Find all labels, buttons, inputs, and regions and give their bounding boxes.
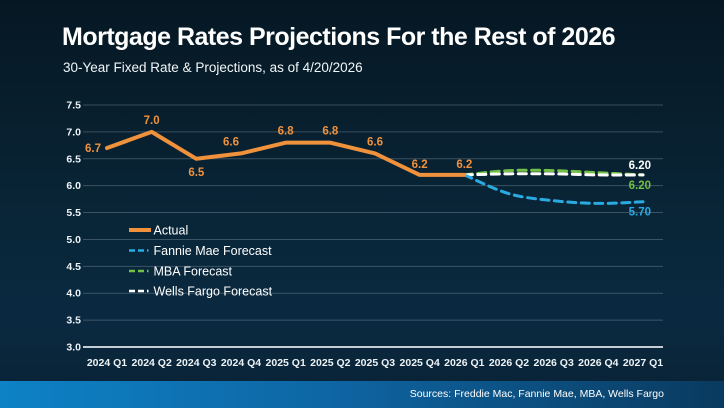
- legend-label-fannie-mae-forecast: Fannie Mae Forecast: [154, 244, 273, 258]
- y-tick-label: 6.0: [66, 180, 81, 192]
- point-label: 6.2: [412, 159, 428, 171]
- x-tick-label: 2024 Q2: [132, 357, 172, 369]
- legend-label-wells-fargo-forecast: Wells Fargo Forecast: [154, 285, 273, 299]
- point-label: 6.7: [85, 143, 101, 155]
- x-tick-label: 2025 Q2: [310, 357, 350, 369]
- point-labels: 6.7 7.0 6.5 6.6 6.8 6.8 6.6 6.2 6.2: [85, 115, 472, 179]
- point-label: 6.6: [367, 136, 383, 148]
- y-tick-label: 3.5: [66, 315, 81, 327]
- series-line-mba-forecast: [462, 168, 645, 177]
- y-tick-label: 7.5: [66, 100, 81, 112]
- series-line-wells-fargo-forecast: [462, 172, 645, 177]
- legend-label-mba-forecast: MBA Forecast: [154, 265, 233, 279]
- end-label-wells-fargo-forecast: 6.20: [629, 160, 651, 172]
- page-subtitle: 30-Year Fixed Rate & Projections, as of …: [63, 59, 363, 75]
- y-tick-label: 4.0: [66, 288, 81, 300]
- legend: Actual Fannie Mae Forecast MBA Forecast Wel…: [129, 224, 273, 299]
- x-axis-labels: 2024 Q1 2024 Q2 2024 Q3 2024 Q4 2025 Q1 2025 …: [87, 357, 663, 369]
- point-label: 6.8: [322, 126, 339, 138]
- y-tick-label: 5.5: [66, 207, 81, 219]
- y-tick-label: 3.0: [66, 342, 81, 354]
- end-labels: 5.70 6.20 6.20: [629, 160, 651, 218]
- page-title: Mortgage Rates Projections For the Rest …: [62, 23, 616, 51]
- x-tick-label: 2025 Q1: [266, 357, 306, 369]
- y-tick-label: 7.0: [66, 126, 81, 138]
- y-tick-label: 5.0: [66, 234, 81, 246]
- end-label-fannie-mae-forecast: 5.70: [629, 206, 651, 218]
- point-label: 6.8: [278, 126, 295, 138]
- x-tick-label: 2024 Q3: [176, 357, 216, 369]
- x-tick-label: 2026 Q2: [489, 357, 529, 369]
- x-tick-label: 2024 Q4: [221, 357, 261, 369]
- sources-text: Sources: Freddie Mac, Fannie Mae, MBA, W…: [409, 388, 664, 400]
- series-line-fannie-mae-forecast: [462, 173, 645, 205]
- legend-label-actual: Actual: [154, 224, 189, 238]
- gridlines-and-y-axis: 7.5 7.0 6.5 6.0 5.5 5.0 4.5 4.0 3.5 3.0: [66, 100, 663, 354]
- x-tick-label: 2025 Q4: [400, 357, 440, 369]
- x-tick-label: 2026 Q3: [534, 357, 574, 369]
- series-line-actual: [105, 129, 467, 177]
- point-label: 6.6: [223, 136, 239, 148]
- end-label-mba-forecast: 6.20: [629, 180, 651, 192]
- x-tick-label: 2026 Q4: [578, 357, 618, 369]
- y-tick-label: 6.5: [66, 153, 81, 165]
- point-label: 6.5: [188, 167, 205, 179]
- x-tick-label: 2025 Q3: [355, 357, 395, 369]
- x-tick-label: 2026 Q1: [444, 357, 484, 369]
- y-tick-label: 4.5: [66, 261, 81, 273]
- point-label: 7.0: [144, 115, 160, 127]
- x-tick-label: 2024 Q1: [87, 357, 127, 369]
- footer-bar: Sources: Freddie Mac, Fannie Mae, MBA, W…: [0, 381, 724, 408]
- point-label: 6.2: [456, 159, 472, 171]
- header: Mortgage Rates Projections For the Rest …: [62, 23, 616, 75]
- x-tick-label: 2027 Q1: [623, 357, 663, 369]
